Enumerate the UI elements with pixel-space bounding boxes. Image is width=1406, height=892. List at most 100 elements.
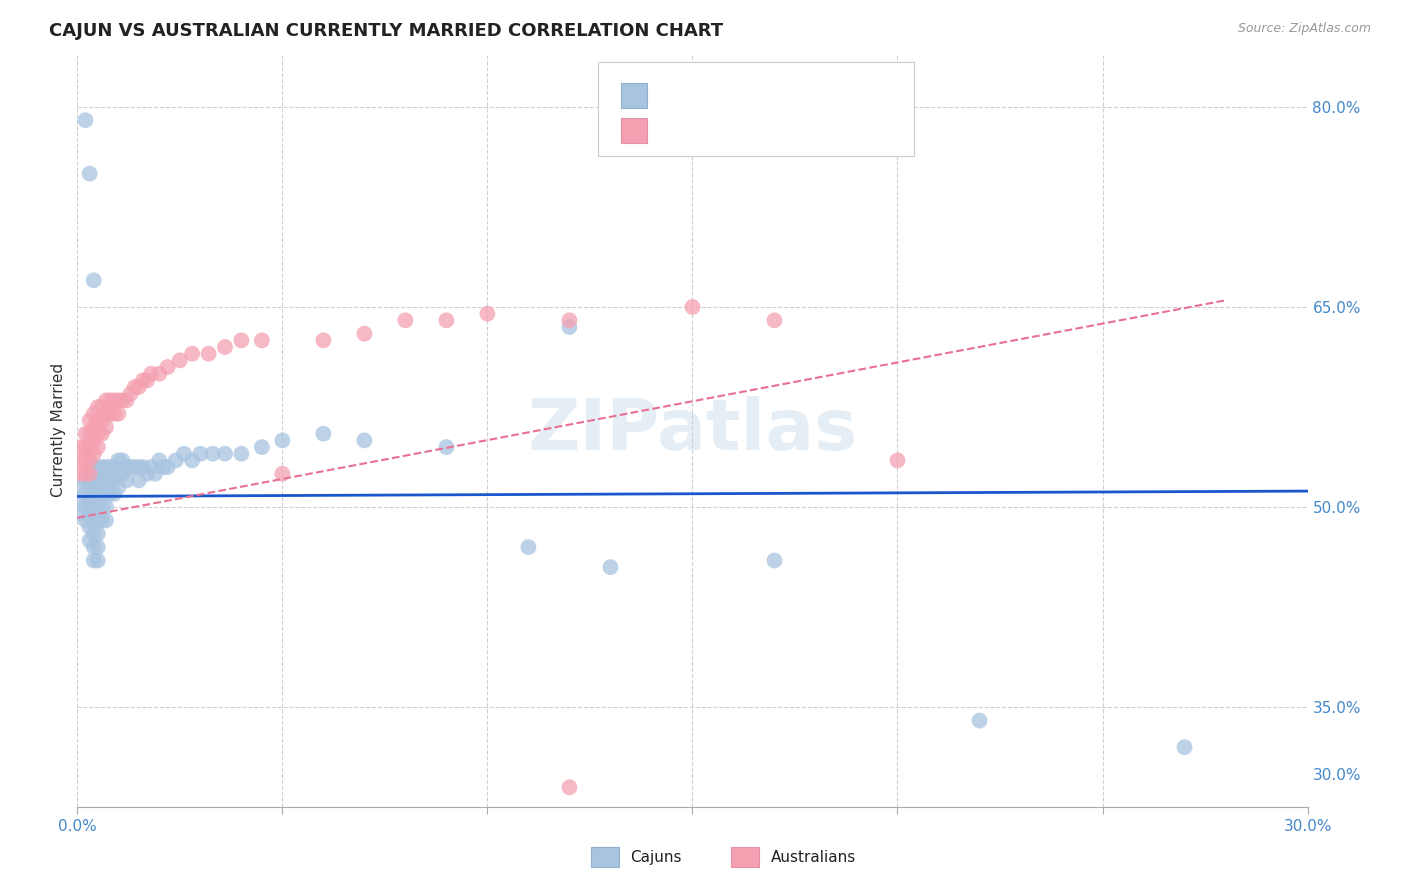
Point — [214, 447, 236, 461]
Point — [94, 500, 117, 514]
Point — [173, 447, 195, 461]
Text: N =: N = — [754, 87, 801, 104]
Point — [90, 426, 114, 441]
Point — [83, 474, 105, 488]
Point — [87, 500, 110, 514]
Point — [98, 407, 121, 421]
Point — [103, 474, 125, 488]
Point — [181, 453, 204, 467]
Point — [165, 453, 187, 467]
Point — [152, 460, 174, 475]
Point — [103, 460, 125, 475]
Point — [763, 313, 786, 327]
Point — [197, 347, 219, 361]
Point — [558, 780, 581, 795]
Point — [79, 440, 101, 454]
Point — [477, 307, 499, 321]
Point — [83, 553, 105, 567]
Point — [79, 453, 101, 467]
Point — [394, 313, 416, 327]
Text: R =: R = — [658, 87, 695, 104]
Point — [353, 434, 375, 448]
Point — [156, 359, 179, 374]
Point — [111, 393, 134, 408]
Point — [90, 400, 114, 414]
Point — [70, 493, 93, 508]
Point — [90, 500, 114, 514]
Point — [98, 460, 121, 475]
Point — [83, 460, 105, 475]
Point — [181, 347, 204, 361]
Text: ZIPatlas: ZIPatlas — [527, 396, 858, 465]
Point — [436, 313, 458, 327]
Text: CAJUN VS AUSTRALIAN CURRENTLY MARRIED CORRELATION CHART: CAJUN VS AUSTRALIAN CURRENTLY MARRIED CO… — [49, 22, 723, 40]
Text: Cajuns: Cajuns — [630, 850, 682, 864]
Point — [94, 393, 117, 408]
Point — [128, 474, 150, 488]
Point — [312, 426, 335, 441]
Point — [75, 426, 97, 441]
Text: 84: 84 — [806, 87, 827, 104]
Point — [75, 440, 97, 454]
Point — [143, 467, 166, 481]
Point — [231, 447, 253, 461]
Point — [312, 334, 335, 348]
Point — [79, 480, 101, 494]
Point — [90, 460, 114, 475]
Point — [83, 447, 105, 461]
Point — [98, 393, 121, 408]
Point — [75, 500, 97, 514]
Point — [75, 113, 97, 128]
Point — [87, 513, 110, 527]
Point — [111, 453, 134, 467]
Y-axis label: Currently Married: Currently Married — [51, 363, 66, 498]
Point — [75, 513, 97, 527]
Point — [87, 400, 110, 414]
Point — [70, 440, 93, 454]
Text: N =: N = — [754, 121, 801, 139]
Point — [1174, 740, 1197, 755]
Point — [250, 334, 273, 348]
Text: 0.008: 0.008 — [697, 87, 745, 104]
Point — [70, 467, 93, 481]
Point — [87, 487, 110, 501]
Point — [70, 480, 93, 494]
Point — [83, 500, 105, 514]
Point — [70, 507, 93, 521]
Point — [969, 714, 991, 728]
Point — [87, 474, 110, 488]
Point — [87, 440, 110, 454]
Point — [83, 487, 105, 501]
Point — [188, 447, 212, 461]
Point — [107, 407, 129, 421]
Point — [141, 367, 163, 381]
Text: Australians: Australians — [770, 850, 856, 864]
Point — [214, 340, 236, 354]
Point — [120, 460, 142, 475]
Point — [94, 487, 117, 501]
Point — [83, 273, 105, 287]
Point — [94, 420, 117, 434]
Point — [156, 460, 179, 475]
Point — [83, 434, 105, 448]
Point — [128, 460, 150, 475]
Point — [79, 413, 101, 427]
Point — [79, 467, 101, 481]
Point — [250, 440, 273, 454]
Point — [128, 380, 150, 394]
Point — [87, 426, 110, 441]
Point — [90, 474, 114, 488]
Point — [79, 426, 101, 441]
Point — [517, 540, 540, 554]
Point — [763, 553, 786, 567]
Point — [231, 334, 253, 348]
Point — [79, 467, 101, 481]
Point — [83, 526, 105, 541]
Point — [115, 393, 138, 408]
Point — [886, 453, 908, 467]
Point — [75, 453, 97, 467]
Point — [120, 386, 142, 401]
Point — [90, 413, 114, 427]
Point — [141, 460, 163, 475]
Point — [148, 367, 170, 381]
